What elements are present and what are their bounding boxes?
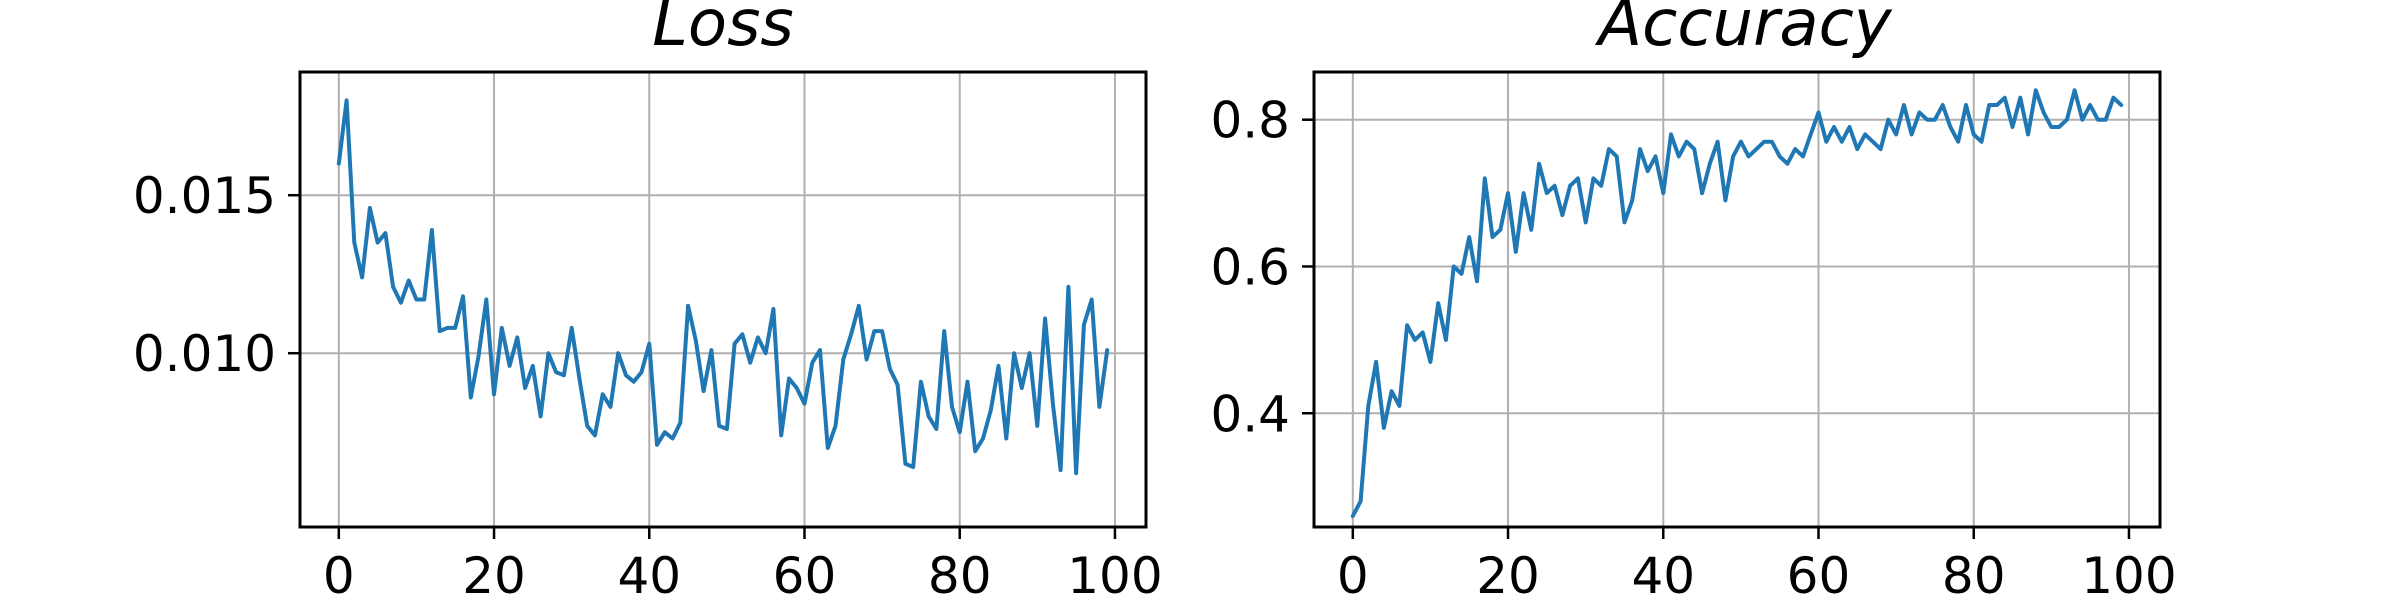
loss-line: [336, 98, 1110, 476]
loss-x-tick-label: 40: [617, 547, 681, 600]
accuracy-x-tick-label: 100: [2081, 547, 2176, 600]
loss-ticks: 0 20 40 60 80 100 0.010 0.015: [133, 167, 1163, 600]
loss-chart-title: Loss: [652, 0, 794, 61]
accuracy-y-tick-label: 0.4: [1210, 385, 1290, 443]
accuracy-x-tick-label: 80: [1942, 547, 2006, 600]
loss-x-tick-label: 0: [323, 547, 355, 600]
loss-chart: Loss 0 20 40 60 80 100 0.010 0.015: [133, 0, 1163, 600]
accuracy-y-tick-label: 0.6: [1210, 238, 1290, 296]
loss-x-tick-label: 60: [773, 547, 837, 600]
accuracy-x-tick-label: 40: [1631, 547, 1695, 600]
accuracy-plot-frame: [1312, 70, 2162, 529]
loss-x-tick-label: 20: [462, 547, 526, 600]
loss-y-tick-label: 0.015: [133, 167, 276, 225]
accuracy-x-tick-label: 60: [1787, 547, 1851, 600]
accuracy-y-tick-label: 0.8: [1210, 92, 1290, 150]
accuracy-chart: Accuracy 0 20 40 60 80 100 0.4 0.6 0.8: [1210, 0, 2176, 600]
loss-plot-frame: [298, 70, 1148, 529]
accuracy-x-tick-label: 0: [1337, 547, 1369, 600]
accuracy-line: [1350, 88, 2124, 518]
loss-series-line: [336, 98, 1110, 476]
loss-y-tick-label: 0.010: [133, 325, 276, 383]
accuracy-series-line: [1350, 88, 2124, 518]
loss-x-tick-label: 100: [1067, 547, 1162, 600]
accuracy-chart-title: Accuracy: [1594, 0, 1892, 61]
accuracy-x-tick-label: 20: [1476, 547, 1540, 600]
accuracy-ticks: 0 20 40 60 80 100 0.4 0.6 0.8: [1210, 92, 2176, 600]
loss-x-tick-label: 80: [928, 547, 992, 600]
